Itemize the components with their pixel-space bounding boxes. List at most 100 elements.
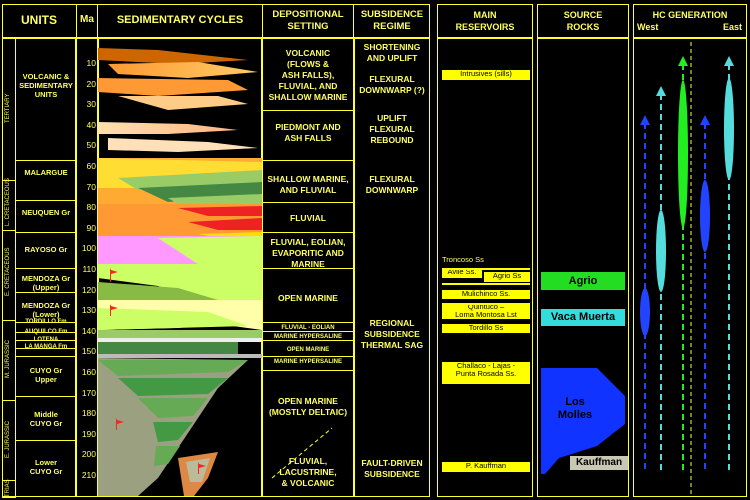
unit-divider	[16, 200, 76, 201]
units-frame	[2, 38, 76, 497]
ma-tick-label: 30	[86, 99, 96, 110]
depositional-label: MARINE HYPERSALINE	[273, 334, 342, 340]
period-label: L. CRETACEOUS	[5, 177, 11, 226]
cycle-cuyo-green-2	[118, 378, 228, 396]
header-hc: HC GENERATION	[652, 10, 728, 20]
ma-tick-label: 180	[81, 408, 96, 419]
depositional-divider	[262, 160, 354, 161]
cycle-rayoso-lime	[158, 236, 262, 264]
unit-label: RAYOSO Gr	[24, 245, 68, 254]
period-label: E. JURASSIC	[5, 420, 11, 458]
source-rock-agrio: Agrio	[541, 272, 625, 290]
period-divider	[2, 480, 16, 481]
reservoir-item: Challaco - Lajas - Punta Rosada Ss.	[442, 362, 530, 384]
arrowhead-icon	[724, 56, 734, 66]
arrowhead-icon	[656, 86, 666, 96]
depositional-label: FLUVIAL, LACUSTRINE, & VOLCANIC	[279, 456, 337, 488]
ma-tick-label: 130	[81, 305, 96, 316]
cycle-volcanic-3	[98, 78, 248, 96]
ma-tick-label: 20	[86, 78, 96, 89]
unit-divider	[16, 268, 76, 269]
cycle-mendoza-lower-green	[98, 308, 248, 330]
source-rock-kauffman: Kauffman	[570, 456, 628, 470]
ma-tick-label: 10	[86, 58, 96, 68]
reservoir-item: Troncoso Ss	[442, 255, 484, 264]
header-hc	[633, 4, 747, 38]
header-row-left	[2, 4, 430, 38]
unit-divider	[16, 332, 76, 333]
depositional-divider	[262, 370, 354, 371]
ma-tick-label: 40	[86, 119, 96, 130]
subsidence-label: REGIONAL SUBSIDENCE THERMAL SAG	[360, 318, 424, 350]
ma-tick-label: 60	[86, 161, 96, 171]
header-reservoirs: MAIN RESERVOIRS	[455, 10, 515, 32]
source-rock-vaca-muerta: Vaca Muerta	[541, 309, 625, 326]
unit-label: Middle CUYO Gr	[29, 410, 63, 428]
hc-generation-window	[700, 180, 710, 252]
depositional-divider	[262, 268, 354, 269]
unit-label: LA MANGA Fm	[24, 344, 68, 350]
ma-frame	[76, 38, 98, 497]
subsidence-label: SHORTENING AND UPLIFT	[363, 42, 421, 63]
depositional-frame	[262, 38, 354, 497]
reservoir-line	[442, 303, 530, 305]
flag-icon	[116, 418, 124, 430]
depositional-label: MARINE HYPERSALINE	[273, 359, 342, 365]
period-divider	[2, 497, 16, 498]
reservoir-line	[442, 268, 530, 270]
ma-tick-label: 160	[81, 367, 96, 377]
cycle-volcanic-4	[118, 96, 248, 110]
cycle-la-manga	[98, 354, 262, 358]
depositional-divider	[262, 232, 354, 233]
hc-generation-window	[724, 78, 734, 180]
depositional-divider	[262, 340, 354, 341]
unit-divider	[16, 340, 76, 341]
cycle-volcanic-2	[108, 62, 258, 78]
arrowhead-icon	[700, 115, 710, 125]
depositional-label: VOLCANIC (FLOWS & ASH FALLS), FLUVIAL, A…	[268, 48, 348, 102]
subsidence-label: UPLIFT FLEXURAL REBOUND	[369, 113, 415, 145]
depositional-divider	[262, 331, 354, 332]
cycle-piedmont-1	[98, 122, 238, 134]
cycle-cuyo-green-5	[154, 446, 180, 466]
depositional-label: FLUVIAL	[290, 213, 326, 223]
cycle-neuquen-red-2	[188, 218, 262, 230]
ma-tick-label: 120	[81, 284, 96, 295]
cycle-volcanic-1	[98, 48, 248, 64]
arrowhead-icon	[640, 115, 650, 125]
header-west: West	[637, 22, 659, 32]
period-label: TRIAS	[5, 478, 11, 497]
source-rock-los-molles-shape	[541, 368, 625, 474]
ma-tick-label: 100	[81, 243, 96, 254]
header-east: East	[722, 22, 742, 32]
reservoirs-frame	[437, 38, 533, 497]
cycle-neuquen-red-1	[178, 206, 262, 216]
reservoir-item: Tordillo Ss	[442, 324, 530, 333]
cycle-cuyo-green-3	[138, 398, 208, 418]
subsidence-label: FLEXURAL DOWNWARP (?)	[359, 74, 425, 95]
ma-tick-label: 70	[86, 181, 96, 192]
ma-tick-label: 170	[81, 387, 96, 398]
period-divider	[2, 230, 16, 231]
hc-generation-window	[656, 210, 666, 292]
reservoir-line	[442, 283, 530, 285]
ma-tick-label: 90	[86, 222, 96, 233]
header-depositional: DEPOSITIONAL SETTING	[272, 9, 344, 32]
period-label: E. CRETACEOUS	[5, 247, 11, 296]
unit-label: MENDOZA Gr (Lower)	[21, 301, 71, 319]
ma-tick-label: 150	[81, 346, 96, 357]
unit-divider	[16, 232, 76, 233]
reservoir-item: Avile Ss.	[442, 268, 482, 278]
subsidence-label: FAULT-DRIVEN SUBSIDENCE	[361, 458, 423, 479]
reservoir-item: Intrusives (sills)	[442, 70, 530, 80]
reservoir-item: Agrio Ss	[484, 272, 530, 282]
header-cycles: SEDIMENTARY CYCLES	[116, 14, 244, 26]
period-divider	[2, 320, 16, 321]
hc-generation-window	[640, 288, 650, 336]
unit-divider	[16, 348, 76, 349]
reservoir-item: Mulichinco Ss.	[442, 290, 530, 299]
depositional-label: OPEN MARINE	[278, 293, 338, 303]
unit-divider	[16, 160, 76, 161]
unit-label: CUYO Gr Upper	[29, 366, 63, 384]
